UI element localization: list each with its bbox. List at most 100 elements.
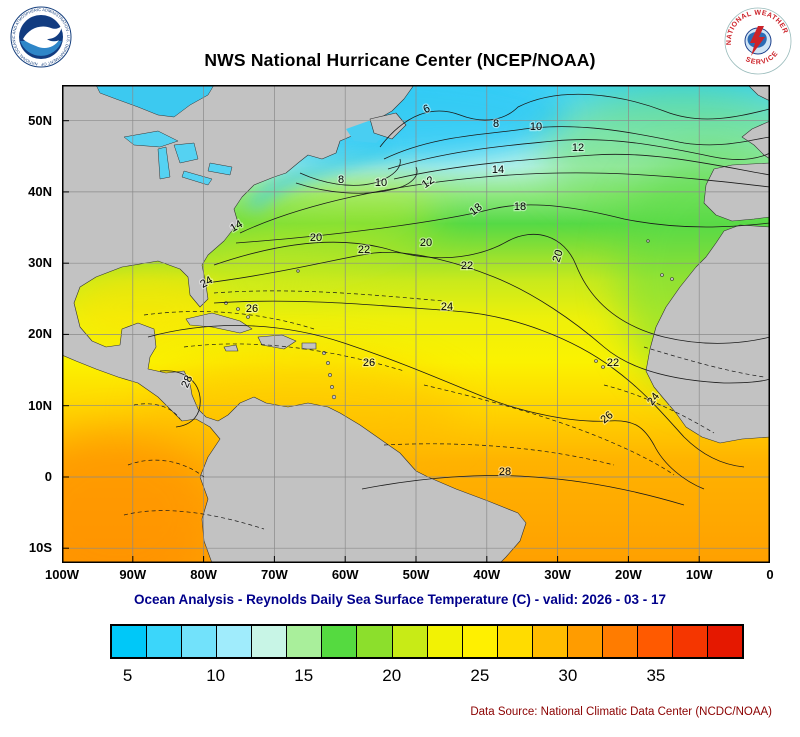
island-cape-verde [594, 359, 598, 363]
island-bahamas [236, 307, 240, 311]
map-caption: Ocean Analysis - Reynolds Daily Sea Surf… [134, 592, 666, 607]
lat-label: 30N [28, 255, 52, 271]
graticule [62, 85, 770, 563]
colorbar-tick: 25 [470, 666, 490, 685]
sst-contours-dashed [123, 290, 765, 530]
island-canaries [670, 277, 674, 281]
noaa-gull-icon [23, 25, 62, 48]
map-border [62, 85, 770, 563]
land-england [747, 85, 770, 102]
colorbar-cell [637, 626, 673, 657]
contour-label: 10 [530, 121, 542, 133]
lon-label: 10W [685, 567, 713, 582]
island [326, 361, 330, 365]
sst-map: 6 8 10 12 14 8 10 12 18 18 14 20 22 20 20 22 24 26 24 26 28 2… [62, 85, 770, 563]
nws-logo-svg: NATIONAL WEATHER SERVICE [724, 7, 792, 75]
contour-label: 8 [493, 118, 499, 130]
sst-contours-solid [147, 93, 770, 506]
lon-label: 80W [190, 567, 217, 582]
land-france [741, 120, 770, 160]
lat-label: 0 [44, 469, 52, 484]
colorbar-cell [567, 626, 603, 657]
colorbar-cell [532, 626, 568, 657]
colorbar-cell [182, 626, 218, 657]
colorbar-tick: 15 [294, 666, 314, 685]
lon-label: 20W [615, 567, 642, 582]
colorbar-cell [392, 626, 428, 657]
inland-water [95, 85, 233, 186]
contour-label: 12 [572, 142, 584, 154]
island-cape-verde [601, 365, 605, 369]
colorbar-cell [708, 626, 743, 657]
lat-label: 10S [28, 540, 52, 556]
land-jamaica [223, 344, 239, 352]
land-puerto-rico [301, 342, 317, 350]
lon-label: 90W [119, 567, 147, 582]
colorbar: 5 10 15 20 25 30 35 [110, 624, 744, 689]
lon-label: 60W [331, 567, 359, 582]
contour-label: 22 [607, 357, 619, 369]
island [330, 385, 334, 389]
contour-label: 20 [551, 248, 566, 263]
contour-label: 8 [338, 174, 344, 186]
lon-label: 30W [544, 567, 571, 582]
colorbar-cells [110, 624, 744, 659]
contour-label: 28 [499, 466, 511, 478]
lat-label: 10N [28, 397, 52, 413]
lake-ontario [207, 162, 233, 176]
hudson-bay [95, 85, 215, 118]
colorbar-cell [147, 626, 183, 657]
contour-label: 22 [358, 244, 370, 256]
contour-label: 20 [420, 237, 432, 249]
colorbar-cell [427, 626, 463, 657]
island-bermuda [296, 269, 300, 273]
lat-label: 20N [28, 326, 52, 342]
land-newfoundland [369, 112, 407, 140]
island [331, 394, 337, 400]
noaa-logo-svg: NATIONAL OCEANIC AND ATMOSPHERIC ADMINIS… [8, 2, 72, 68]
colorbar-cell [602, 626, 638, 657]
land-africa [645, 224, 770, 444]
colorbar-cell [252, 626, 288, 657]
contour-label: 24 [441, 301, 453, 313]
land-cuba [185, 312, 253, 334]
colorbar-tick: 10 [206, 666, 226, 685]
lon-label: 0 [766, 567, 774, 582]
contour-label: 22 [461, 260, 473, 272]
contour-label: 10 [375, 177, 387, 189]
colorbar-cell [462, 626, 498, 657]
lake-michigan [157, 146, 171, 180]
colorbar-cell [497, 626, 533, 657]
colorbar-tick-labels: 5 10 15 20 25 30 35 [110, 659, 744, 689]
data-source: Data Source: National Climatic Data Cent… [470, 706, 772, 718]
lake-superior [123, 130, 179, 148]
nws-logo: NATIONAL WEATHER SERVICE [724, 7, 792, 75]
colorbar-cell [287, 626, 323, 657]
contour-label: 14 [492, 164, 504, 176]
lon-label: 40W [473, 567, 501, 582]
contour-label: 26 [363, 357, 375, 369]
island-canaries [660, 273, 664, 277]
lake-erie [181, 170, 213, 186]
noaa-logo: NATIONAL OCEANIC AND ATMOSPHERIC ADMINIS… [8, 2, 72, 68]
colorbar-tick: 35 [646, 666, 666, 685]
page-title: NWS National Hurricane Center (NCEP/NOAA… [204, 50, 596, 70]
colorbar-tick: 30 [558, 666, 578, 685]
colorbar-tick: 20 [382, 666, 402, 685]
contour-label: 20 [310, 232, 322, 244]
lat-label: 50N [28, 112, 52, 128]
colorbar-cell [217, 626, 253, 657]
colorbar-cell [112, 626, 148, 657]
longitude-axis: 100W 90W 80W 70W 60W 50W 40W 30W 20W 10W 0 [45, 563, 774, 583]
nws-lightning-icon [750, 26, 765, 56]
lake-huron [173, 142, 199, 164]
lon-label: 100W [45, 567, 79, 582]
contour-label: 26 [246, 303, 258, 315]
colorbar-cell [357, 626, 393, 657]
colorbar-cell [322, 626, 358, 657]
lon-label: 50W [402, 567, 430, 582]
land-hispaniola [257, 334, 297, 350]
colorbar-tick: 5 [122, 666, 133, 685]
